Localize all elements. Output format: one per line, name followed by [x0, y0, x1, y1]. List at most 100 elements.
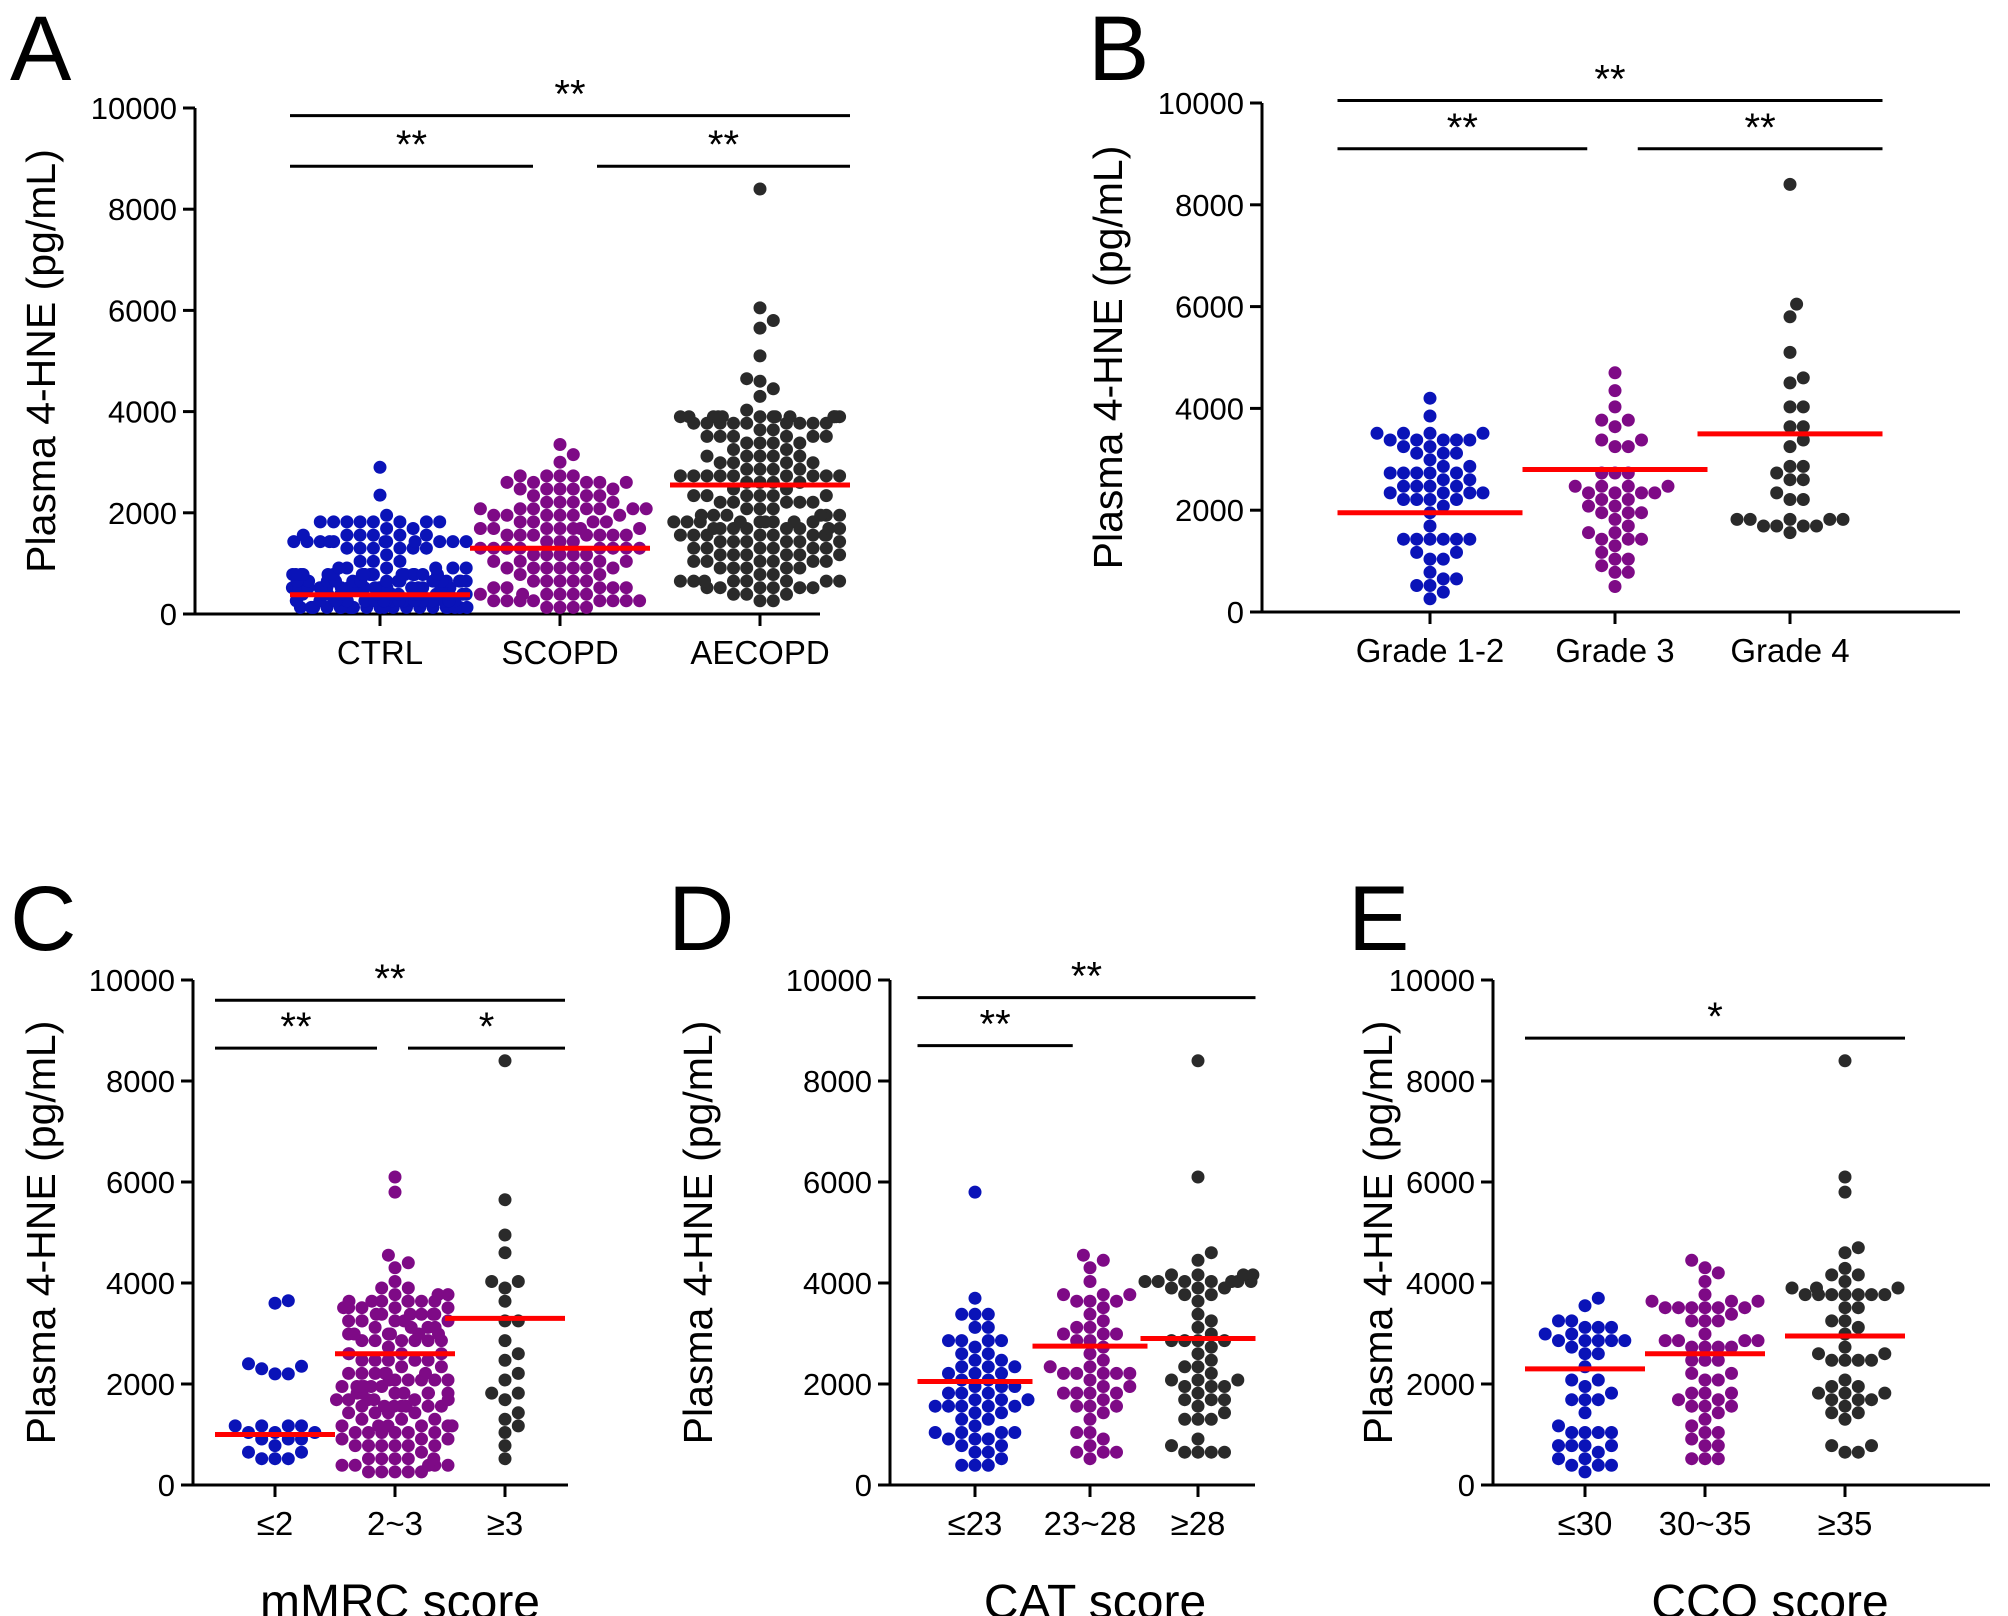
- data-point: [1751, 1294, 1765, 1308]
- data-point: [995, 1334, 1008, 1348]
- data-point: [431, 1288, 445, 1302]
- data-point: [1083, 1439, 1097, 1453]
- data-point: [814, 508, 828, 522]
- data-point: [401, 1452, 415, 1466]
- y-tick-label: 10000: [1158, 86, 1244, 121]
- data-point: [366, 554, 380, 568]
- data-point: [1685, 1314, 1699, 1328]
- data-point: [981, 1347, 995, 1361]
- data-point: [606, 495, 620, 509]
- data-point: [1672, 1334, 1685, 1348]
- data-point: [687, 528, 701, 542]
- data-point: [1783, 420, 1797, 434]
- data-point: [1725, 1307, 1738, 1321]
- data-point: [1757, 519, 1770, 533]
- data-point: [566, 482, 580, 496]
- data-point: [1096, 1253, 1110, 1267]
- data-point: [1672, 1393, 1685, 1407]
- data-point: [1057, 1288, 1070, 1302]
- data-point: [995, 1452, 1008, 1466]
- data-point: [995, 1366, 1008, 1380]
- data-point: [1595, 413, 1609, 427]
- data-point: [1608, 552, 1622, 566]
- data-point: [606, 528, 620, 542]
- data-point: [1621, 565, 1635, 579]
- data-point: [981, 1320, 995, 1334]
- data-point: [1605, 1426, 1618, 1439]
- data-point: [1685, 1366, 1699, 1380]
- data-point: [1083, 1412, 1097, 1426]
- data-point: [1621, 413, 1635, 427]
- data-point: [1685, 1386, 1699, 1400]
- data-point: [428, 1426, 442, 1439]
- data-point: [968, 1406, 982, 1420]
- data-point: [1595, 559, 1609, 573]
- data-point: [753, 528, 767, 542]
- data-point: [1838, 1185, 1852, 1199]
- data-point: [378, 535, 392, 549]
- data-point: [375, 1465, 389, 1479]
- data-point: [527, 489, 540, 503]
- data-point: [968, 1432, 982, 1446]
- data-point: [1096, 1406, 1110, 1420]
- data-point: [639, 502, 653, 516]
- data-point: [713, 456, 727, 470]
- data-point: [1568, 479, 1582, 493]
- data-point: [373, 460, 387, 474]
- data-point: [1851, 1268, 1865, 1282]
- data-point: [1110, 1445, 1123, 1459]
- data-point: [485, 1386, 499, 1400]
- y-tick-label: 8000: [108, 192, 177, 227]
- data-point: [753, 410, 767, 424]
- data-point: [833, 548, 847, 562]
- data-point: [553, 455, 567, 469]
- data-point: [955, 1386, 969, 1400]
- data-point: [1096, 1301, 1110, 1315]
- data-point: [700, 429, 714, 443]
- data-point: [362, 1465, 375, 1479]
- data-point: [1578, 1320, 1592, 1334]
- data-point: [1851, 1288, 1865, 1302]
- data-point: [1605, 1320, 1618, 1334]
- data-point: [740, 574, 754, 588]
- data-point: [1178, 1445, 1192, 1459]
- data-point: [981, 1445, 995, 1459]
- data-point: [405, 581, 419, 595]
- data-point: [700, 469, 714, 483]
- data-point: [1218, 1393, 1231, 1407]
- data-point: [355, 1353, 369, 1367]
- data-point: [1450, 532, 1463, 546]
- data-point: [619, 594, 633, 608]
- y-tick-label: 2000: [108, 496, 177, 531]
- data-point: [511, 1275, 525, 1288]
- data-point: [1165, 1281, 1178, 1295]
- data-point: [1423, 479, 1437, 493]
- significance-label: **: [1745, 106, 1776, 150]
- data-point: [1096, 1432, 1110, 1446]
- data-point: [388, 1275, 402, 1288]
- data-point: [1796, 400, 1810, 414]
- data-point: [1812, 1386, 1825, 1400]
- data-point: [1151, 1275, 1165, 1288]
- data-point: [1698, 1399, 1712, 1413]
- data-point: [281, 1294, 295, 1308]
- data-point: [1191, 1386, 1205, 1400]
- data-point: [330, 1393, 343, 1407]
- data-point: [1436, 459, 1450, 473]
- data-point: [673, 574, 687, 588]
- data-point: [1096, 1327, 1110, 1341]
- data-point: [1605, 1458, 1618, 1472]
- data-point: [793, 548, 807, 562]
- data-point: [740, 372, 754, 386]
- data-point: [498, 1054, 512, 1068]
- data-point: [1578, 1439, 1592, 1453]
- data-point: [981, 1307, 995, 1321]
- data-point: [1825, 1380, 1839, 1393]
- data-point: [1836, 512, 1850, 526]
- data-point: [1838, 1340, 1852, 1354]
- data-point: [1783, 493, 1797, 506]
- data-point: [1565, 1327, 1579, 1341]
- data-point: [327, 515, 341, 529]
- data-point: [1070, 1399, 1084, 1413]
- data-point: [1685, 1253, 1699, 1267]
